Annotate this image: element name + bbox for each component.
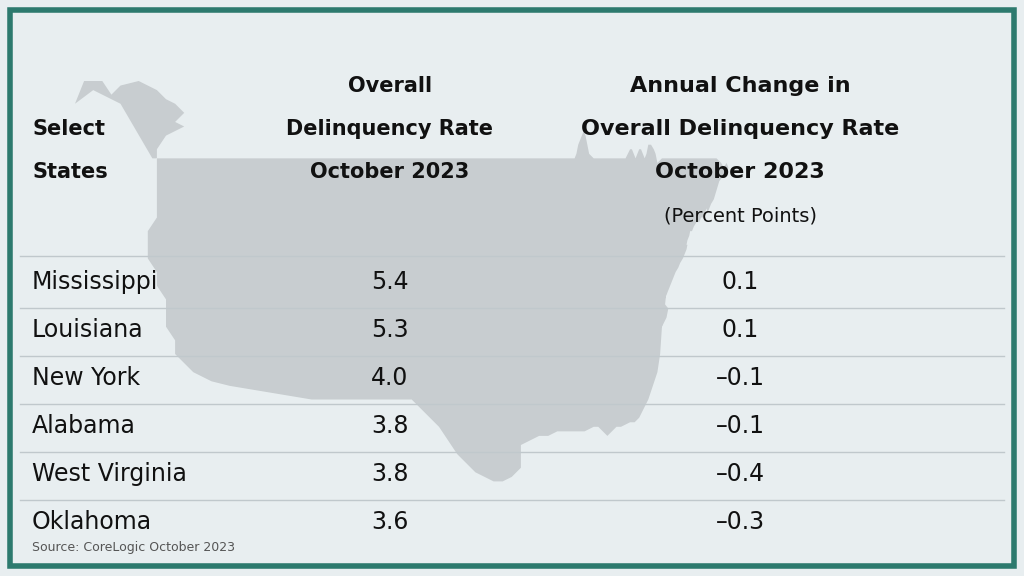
Text: (Percent Points): (Percent Points) bbox=[664, 207, 816, 225]
Text: –0.3: –0.3 bbox=[716, 510, 765, 534]
Text: Source: CoreLogic October 2023: Source: CoreLogic October 2023 bbox=[32, 541, 234, 555]
Text: 3.8: 3.8 bbox=[372, 462, 409, 486]
Text: Mississippi: Mississippi bbox=[32, 270, 159, 294]
Text: –0.4: –0.4 bbox=[716, 462, 765, 486]
Text: Annual Change in: Annual Change in bbox=[630, 76, 850, 96]
Text: October 2023: October 2023 bbox=[310, 162, 470, 182]
Text: New York: New York bbox=[32, 366, 140, 390]
Text: October 2023: October 2023 bbox=[655, 162, 825, 182]
Text: Select: Select bbox=[32, 119, 105, 139]
Text: Oklahoma: Oklahoma bbox=[32, 510, 153, 534]
Text: –0.1: –0.1 bbox=[716, 366, 765, 390]
Text: States: States bbox=[32, 162, 108, 182]
Text: 3.8: 3.8 bbox=[372, 414, 409, 438]
Text: –0.1: –0.1 bbox=[716, 414, 765, 438]
Text: 0.1: 0.1 bbox=[721, 270, 759, 294]
Text: 0.1: 0.1 bbox=[721, 318, 759, 342]
Text: 3.6: 3.6 bbox=[372, 510, 409, 534]
Text: Alabama: Alabama bbox=[32, 414, 136, 438]
Polygon shape bbox=[75, 81, 728, 482]
Text: 5.4: 5.4 bbox=[371, 270, 409, 294]
Text: Louisiana: Louisiana bbox=[32, 318, 143, 342]
Text: West Virginia: West Virginia bbox=[32, 462, 186, 486]
Text: Overall: Overall bbox=[348, 76, 432, 96]
Text: Overall Delinquency Rate: Overall Delinquency Rate bbox=[581, 119, 899, 139]
Text: Delinquency Rate: Delinquency Rate bbox=[287, 119, 494, 139]
Text: 4.0: 4.0 bbox=[372, 366, 409, 390]
Text: 5.3: 5.3 bbox=[371, 318, 409, 342]
